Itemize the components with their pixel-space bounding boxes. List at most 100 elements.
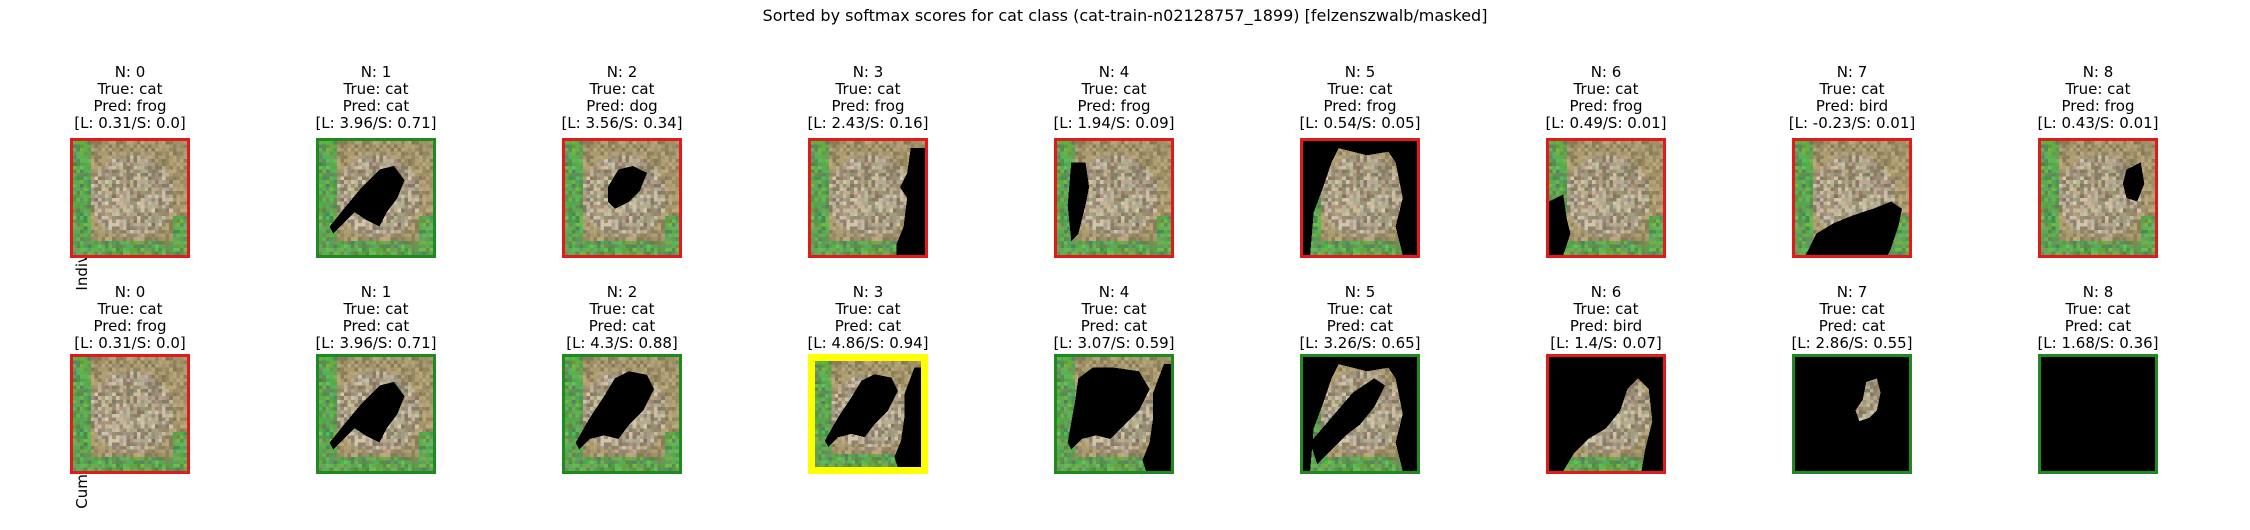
cell-true-label: True: cat [286,81,466,98]
masked-image-thumbnail [2038,354,2158,474]
masked-image-thumbnail [808,138,928,258]
cell-score-label: [L: 0.49/S: 0.01] [1516,115,1696,132]
masked-image-thumbnail [70,354,190,474]
masked-image-thumbnail [316,138,436,258]
cell-score-label: [L: 2.43/S: 0.16] [778,115,958,132]
cell-n-label: N: 7 [1762,284,1942,301]
cell-pred-label: Pred: dog [532,98,712,115]
cell-score-label: [L: 4.86/S: 0.94] [778,335,958,352]
cell-pred-label: Pred: cat [778,318,958,335]
cell-true-label: True: cat [532,81,712,98]
cell-true-label: True: cat [1270,81,1450,98]
cell-pred-label: Pred: frog [1024,98,1204,115]
cell-n-label: N: 2 [532,64,712,81]
cell-score-label: [L: 3.07/S: 0.59] [1024,335,1204,352]
cell-true-label: True: cat [778,81,958,98]
cell-pred-label: Pred: frog [40,318,220,335]
cell-score-label: [L: 2.86/S: 0.55] [1762,335,1942,352]
cell-score-label: [L: 0.31/S: 0.0] [40,115,220,132]
cell-score-label: [L: 1.94/S: 0.09] [1024,115,1204,132]
cell-score-label: [L: 3.96/S: 0.71] [286,335,466,352]
cell-true-label: True: cat [1024,301,1204,318]
cell-score-label: [L: 1.68/S: 0.36] [2008,335,2188,352]
masked-image-thumbnail [562,138,682,258]
cell-n-label: N: 8 [2008,284,2188,301]
masked-image-thumbnail [2038,138,2158,258]
cell-true-label: True: cat [1762,301,1942,318]
cell-n-label: N: 3 [778,64,958,81]
cell-true-label: True: cat [2008,301,2188,318]
cell-n-label: N: 1 [286,284,466,301]
cell-pred-label: Pred: cat [286,318,466,335]
cell-pred-label: Pred: cat [1024,318,1204,335]
cell-n-label: N: 8 [2008,64,2188,81]
cell-score-label: [L: 3.26/S: 0.65] [1270,335,1450,352]
masked-image-thumbnail [1546,138,1666,258]
cell-score-label: [L: 4.3/S: 0.88] [532,335,712,352]
masked-image-thumbnail [70,138,190,258]
cell-n-label: N: 2 [532,284,712,301]
masked-image-thumbnail [316,354,436,474]
cat-photo [73,357,187,471]
cell-pred-label: Pred: frog [778,98,958,115]
cell-n-label: N: 1 [286,64,466,81]
masked-image-thumbnail [1054,354,1174,474]
cell-true-label: True: cat [40,301,220,318]
figure-title: Sorted by softmax scores for cat class (… [0,6,2250,26]
cell-score-label: [L: 3.56/S: 0.34] [532,115,712,132]
mask-region [1795,357,1909,471]
masked-image-thumbnail [1054,138,1174,258]
cell-pred-label: Pred: cat [1270,318,1450,335]
cell-true-label: True: cat [1270,301,1450,318]
cell-n-label: N: 6 [1516,284,1696,301]
masked-image-thumbnail [808,354,928,474]
cell-pred-label: Pred: cat [1762,318,1942,335]
masked-image-thumbnail [1300,138,1420,258]
cell-pred-label: Pred: bird [1762,98,1942,115]
masked-image-thumbnail [1792,138,1912,258]
cell-pred-label: Pred: frog [2008,98,2188,115]
cell-n-label: N: 0 [40,284,220,301]
cell-score-label: [L: -0.23/S: 0.01] [1762,115,1942,132]
masked-image-thumbnail [1300,354,1420,474]
cell-score-label: [L: 0.54/S: 0.05] [1270,115,1450,132]
cell-n-label: N: 4 [1024,64,1204,81]
cell-true-label: True: cat [1516,301,1696,318]
cell-pred-label: Pred: frog [1270,98,1450,115]
cell-n-label: N: 7 [1762,64,1942,81]
cell-true-label: True: cat [1024,81,1204,98]
cell-n-label: N: 3 [778,284,958,301]
cell-score-label: [L: 3.96/S: 0.71] [286,115,466,132]
cell-true-label: True: cat [1516,81,1696,98]
cell-n-label: N: 5 [1270,284,1450,301]
cat-photo [73,141,187,255]
